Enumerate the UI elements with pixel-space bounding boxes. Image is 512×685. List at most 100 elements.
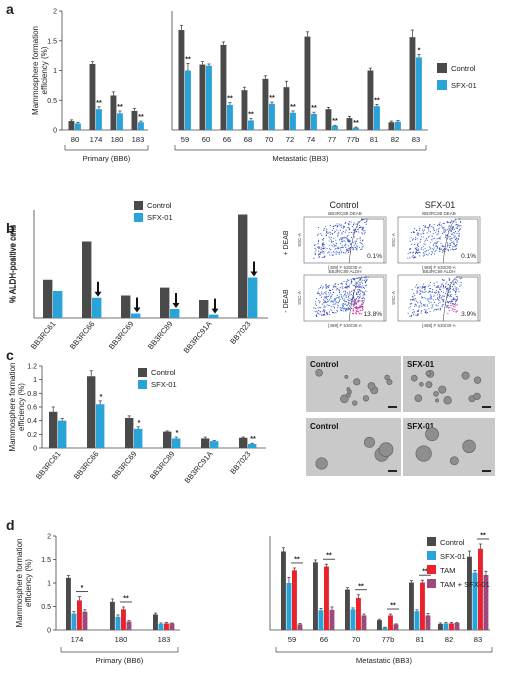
flow-dot [448, 277, 450, 279]
flow-dot-positive [355, 312, 357, 314]
flow-dot [321, 242, 324, 244]
flow-dot [412, 299, 414, 301]
flow-dot [423, 229, 425, 231]
flow-dot [324, 295, 326, 297]
bar-sfx-01 [115, 616, 121, 630]
flow-dot [453, 290, 455, 292]
flow-dot [340, 237, 342, 239]
flow-dot [457, 280, 459, 282]
flow-dot [414, 247, 416, 249]
flow-dot [342, 302, 344, 304]
flow-dot [345, 308, 347, 310]
flow-dot [430, 296, 432, 298]
flow-dot [423, 283, 425, 285]
flow-dot [428, 302, 430, 304]
flow-dot [425, 249, 427, 251]
flow-dot [429, 298, 431, 300]
flow-dot [429, 223, 431, 226]
flow-dot [452, 231, 454, 233]
flow-dot-positive [361, 307, 364, 310]
flow-dot [430, 301, 432, 303]
flow-dot [415, 314, 417, 316]
bar-control [160, 287, 170, 318]
mammosphere [425, 381, 433, 389]
bar-sfx-01 [350, 609, 356, 630]
flow-dot [314, 243, 316, 245]
flow-dot [328, 299, 331, 301]
flow-dot [431, 235, 433, 238]
flow-dot [454, 279, 456, 281]
flow-dot-positive [355, 309, 357, 311]
flow-dot [348, 279, 350, 281]
flow-dot [410, 305, 412, 307]
legend-label: Control [440, 538, 465, 547]
category-label: BB3RC69 [110, 450, 139, 482]
flow-dot [418, 229, 420, 231]
flow-dot [322, 248, 324, 250]
flow-dot [454, 286, 456, 288]
flow-dot [448, 307, 450, 309]
flow-dot [436, 242, 438, 244]
flow-dot [427, 249, 429, 252]
flow-dot [430, 254, 432, 256]
flow-dot [421, 295, 423, 297]
flow-dot [323, 309, 325, 311]
legend-swatch [427, 565, 436, 574]
flow-dot [427, 228, 429, 230]
bar-tam-sfx-01 [393, 624, 399, 630]
flow-dot [407, 312, 409, 314]
flow-dot [445, 285, 447, 287]
legend-swatch [427, 579, 436, 588]
bar-control [199, 64, 206, 130]
flow-dot [437, 292, 439, 294]
flow-dot [415, 229, 418, 232]
flow-dot [444, 231, 446, 233]
flow-dot [451, 304, 453, 306]
flow-dot [322, 309, 324, 311]
flow-dot [331, 254, 333, 256]
flow-dot [440, 308, 442, 310]
flow-dot [345, 300, 347, 303]
flow-dot [413, 293, 415, 295]
flow-dot [423, 287, 425, 289]
flow-dot [348, 295, 350, 297]
flow-dot [439, 288, 441, 290]
flow-dot [336, 223, 338, 225]
flow-dot [455, 231, 457, 233]
bar-control [89, 63, 96, 130]
flow-dot [460, 284, 462, 286]
category-label: 82 [391, 135, 399, 144]
flow-dot [323, 250, 325, 252]
flow-dot [332, 250, 334, 253]
flow-dot [335, 252, 337, 254]
y-tick-label: 0.4 [27, 418, 37, 425]
flow-dot [419, 286, 421, 288]
flow-dot [359, 225, 361, 227]
flow-dot [355, 240, 357, 242]
flow-dot [365, 290, 367, 292]
flow-dot [446, 288, 448, 290]
flow-dot [353, 222, 355, 224]
flow-dot [456, 239, 458, 241]
flow-dot [439, 294, 441, 296]
flow-dot [358, 291, 360, 293]
flow-dot [344, 222, 346, 224]
y-tick-label: 0 [53, 128, 57, 135]
flow-dot [347, 279, 349, 281]
flow-dot [453, 242, 455, 244]
flow-dot-positive [358, 312, 361, 315]
flow-dot [325, 292, 327, 294]
flow-dot [357, 277, 360, 279]
flow-percent: 13.8% [364, 311, 383, 318]
legend-label: Control [147, 201, 172, 210]
category-label: 77 [328, 135, 336, 144]
flow-dot [429, 224, 431, 227]
flow-dot [450, 230, 452, 232]
flow-dot [357, 296, 359, 298]
flow-dot [324, 300, 326, 302]
flow-dot [359, 296, 361, 298]
flow-dot [416, 252, 419, 254]
flow-dot [435, 245, 437, 247]
flow-dot [331, 309, 333, 311]
flow-dot [320, 285, 322, 287]
